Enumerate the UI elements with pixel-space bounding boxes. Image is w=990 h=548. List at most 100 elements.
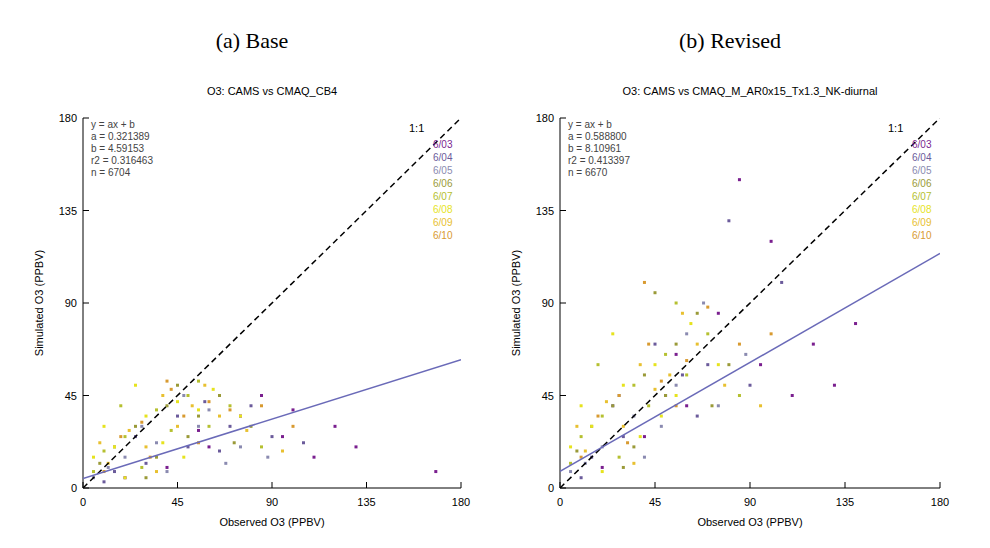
point bbox=[675, 343, 678, 346]
legend-entry: 6/04 bbox=[433, 152, 453, 163]
legend-entry: 6/05 bbox=[912, 165, 932, 176]
point bbox=[759, 404, 762, 407]
panel-label: (b) Revised bbox=[679, 28, 781, 53]
point bbox=[590, 425, 593, 428]
y-tick bbox=[560, 118, 566, 119]
point bbox=[92, 456, 95, 459]
point bbox=[590, 425, 593, 428]
point bbox=[833, 384, 836, 387]
point bbox=[281, 435, 284, 438]
legend-entry: 6/03 bbox=[912, 139, 932, 150]
x-tick-label: 45 bbox=[171, 496, 183, 508]
point bbox=[647, 343, 650, 346]
point bbox=[618, 394, 621, 397]
point bbox=[706, 332, 709, 335]
point bbox=[580, 476, 583, 479]
point bbox=[654, 363, 657, 366]
y-tick-label: 180 bbox=[536, 112, 554, 124]
point bbox=[727, 219, 730, 222]
point bbox=[696, 312, 699, 315]
point bbox=[208, 400, 211, 403]
legend-entry: 6/08 bbox=[433, 204, 453, 215]
x-tick-label: 135 bbox=[357, 496, 375, 508]
series bbox=[569, 302, 747, 474]
point bbox=[702, 302, 705, 305]
point bbox=[124, 476, 127, 479]
point bbox=[647, 404, 650, 407]
point bbox=[854, 322, 857, 325]
point bbox=[575, 425, 578, 428]
y-axis-label: Simulated O3 (PPBV) bbox=[510, 250, 522, 356]
x-tick-label: 0 bbox=[557, 496, 563, 508]
point bbox=[632, 384, 635, 387]
x-axis-label: Observed O3 (PPBV) bbox=[697, 516, 802, 528]
point bbox=[727, 363, 730, 366]
point bbox=[134, 425, 137, 428]
fit-stat: r2 = 0.413397 bbox=[568, 155, 630, 166]
point bbox=[107, 466, 110, 469]
series bbox=[569, 322, 720, 473]
point bbox=[260, 394, 263, 397]
point bbox=[239, 415, 242, 418]
point bbox=[119, 404, 122, 407]
point bbox=[239, 415, 242, 418]
point bbox=[208, 408, 211, 411]
point bbox=[749, 384, 752, 387]
y-tick-label: 135 bbox=[59, 205, 77, 217]
point bbox=[98, 441, 101, 444]
point bbox=[717, 312, 720, 315]
legend-entry: 6/03 bbox=[433, 139, 453, 150]
point bbox=[203, 400, 206, 403]
point bbox=[618, 394, 621, 397]
point bbox=[706, 306, 709, 309]
x-tick-label: 135 bbox=[836, 496, 854, 508]
point bbox=[176, 415, 179, 418]
point bbox=[654, 291, 657, 294]
point bbox=[176, 400, 179, 403]
series bbox=[98, 384, 284, 473]
plot-area bbox=[560, 118, 940, 488]
y-tick-label: 135 bbox=[536, 205, 554, 217]
y-tick-label: 45 bbox=[65, 390, 77, 402]
x-tick bbox=[845, 482, 846, 488]
fit-stat: n = 6670 bbox=[568, 167, 608, 178]
x-tick bbox=[177, 482, 178, 488]
point bbox=[681, 373, 684, 376]
point bbox=[696, 415, 699, 418]
point bbox=[569, 470, 572, 473]
point bbox=[134, 384, 137, 387]
x-tick-label: 0 bbox=[80, 496, 86, 508]
y-tick bbox=[560, 395, 566, 396]
point bbox=[113, 445, 116, 448]
fit-stat: y = ax + b bbox=[568, 119, 612, 130]
x-tick-label: 45 bbox=[649, 496, 661, 508]
legend-entry: 6/09 bbox=[433, 217, 453, 228]
fit-stat: b = 8.10961 bbox=[568, 143, 622, 154]
point bbox=[611, 404, 614, 407]
point bbox=[632, 445, 635, 448]
point bbox=[675, 353, 678, 356]
series bbox=[98, 384, 252, 480]
point bbox=[170, 429, 173, 432]
legend-entry: 6/04 bbox=[912, 152, 932, 163]
point bbox=[601, 470, 604, 473]
point bbox=[145, 462, 148, 465]
annotation: 1:1 bbox=[888, 122, 903, 134]
annotation: 1:1 bbox=[409, 122, 424, 134]
legend-entry: 6/10 bbox=[912, 230, 932, 241]
point bbox=[696, 343, 699, 346]
point bbox=[292, 425, 295, 428]
legend-entry: 6/07 bbox=[433, 191, 453, 202]
point bbox=[675, 302, 678, 305]
x-tick-label: 90 bbox=[266, 496, 278, 508]
point bbox=[145, 415, 148, 418]
fit-stat: a = 0.321389 bbox=[91, 131, 150, 142]
point bbox=[92, 470, 95, 473]
point bbox=[622, 384, 625, 387]
point bbox=[103, 425, 106, 428]
point bbox=[170, 388, 173, 391]
point bbox=[208, 445, 211, 448]
point bbox=[271, 435, 274, 438]
point bbox=[689, 322, 692, 325]
y-tick-label: 45 bbox=[542, 390, 554, 402]
